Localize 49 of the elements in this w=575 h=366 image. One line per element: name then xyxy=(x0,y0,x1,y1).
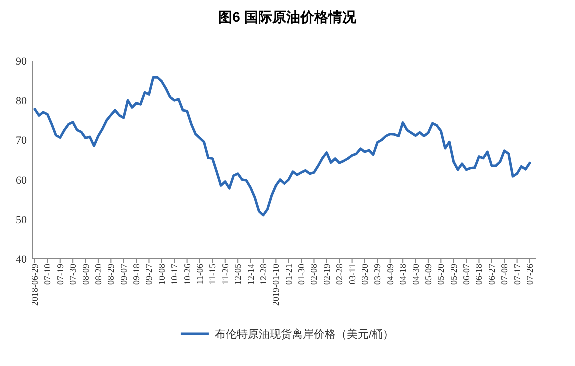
x-tick-label: 2019-01-10 xyxy=(271,264,282,306)
x-tick-label: 06-18 xyxy=(474,264,484,285)
y-tick-label: 50 xyxy=(16,214,28,226)
line-series xyxy=(34,76,532,217)
x-tick-label: 07-30 xyxy=(68,264,78,285)
x-tick-label: 01-21 xyxy=(284,264,294,285)
x-tick-label: 02-08 xyxy=(309,264,320,285)
x-tick-label: 01-30 xyxy=(296,264,307,285)
y-tick-label: 70 xyxy=(16,135,28,148)
x-tick-label: 09-27 xyxy=(144,264,154,285)
y-tick-label: 90 xyxy=(16,56,28,68)
x-tick-label: 07-08 xyxy=(500,264,510,285)
x-tick-label: 07-10 xyxy=(42,264,53,285)
y-tick-label: 80 xyxy=(16,96,28,108)
x-tick-label: 04-09 xyxy=(385,264,396,285)
x-tick-label: 07-17 xyxy=(512,264,522,285)
x-tick-label: 05-20 xyxy=(436,264,446,285)
x-tick-label: 09-18 xyxy=(132,264,142,285)
x-tick-label: 04-30 xyxy=(410,264,421,285)
x-tick-label: 11-06 xyxy=(195,264,205,285)
x-tick-label: 02-28 xyxy=(334,264,345,285)
x-tick-label: 08-09 xyxy=(80,264,91,285)
x-tick-label: 05-09 xyxy=(423,264,434,285)
x-tick-label: 11-26 xyxy=(220,264,230,285)
x-tick-label: 08-29 xyxy=(106,264,116,285)
x-tick-label: 10-26 xyxy=(182,264,192,285)
x-tick-label: 06-27 xyxy=(486,264,497,285)
x-tick-label: 11-15 xyxy=(208,264,218,285)
x-tick-label: 03-20 xyxy=(360,264,370,285)
x-tick-label: 10-08 xyxy=(156,264,167,285)
x-tick-label: 06-07 xyxy=(462,264,472,285)
x-tick-label: 05-29 xyxy=(448,264,459,285)
x-tick-label: 09-07 xyxy=(118,264,129,285)
x-tick-label: 02-19 xyxy=(322,264,332,285)
x-tick-label: 03-29 xyxy=(372,264,383,285)
x-tick-label: 12-05 xyxy=(233,264,244,285)
x-tick-label: 04-18 xyxy=(398,264,408,285)
x-tick-label: 12-14 xyxy=(246,264,256,285)
x-tick-label: 10-17 xyxy=(170,264,180,285)
x-tick-label: 03-11 xyxy=(347,264,358,285)
y-tick-label: 60 xyxy=(16,174,28,187)
y-tick-label: 40 xyxy=(16,254,28,266)
x-tick-label: 07-19 xyxy=(55,264,66,285)
legend-label: 布伦特原油现货离岸价格（美元/桶） xyxy=(214,328,394,341)
x-tick-label: 08-20 xyxy=(93,264,104,285)
chart-title: 图6 国际原油价格情况 xyxy=(218,9,358,25)
x-tick-label: 07-26 xyxy=(525,264,535,285)
x-tick-label: 12-28 xyxy=(258,264,268,285)
x-tick-label: 2018-06-29 xyxy=(30,264,40,306)
